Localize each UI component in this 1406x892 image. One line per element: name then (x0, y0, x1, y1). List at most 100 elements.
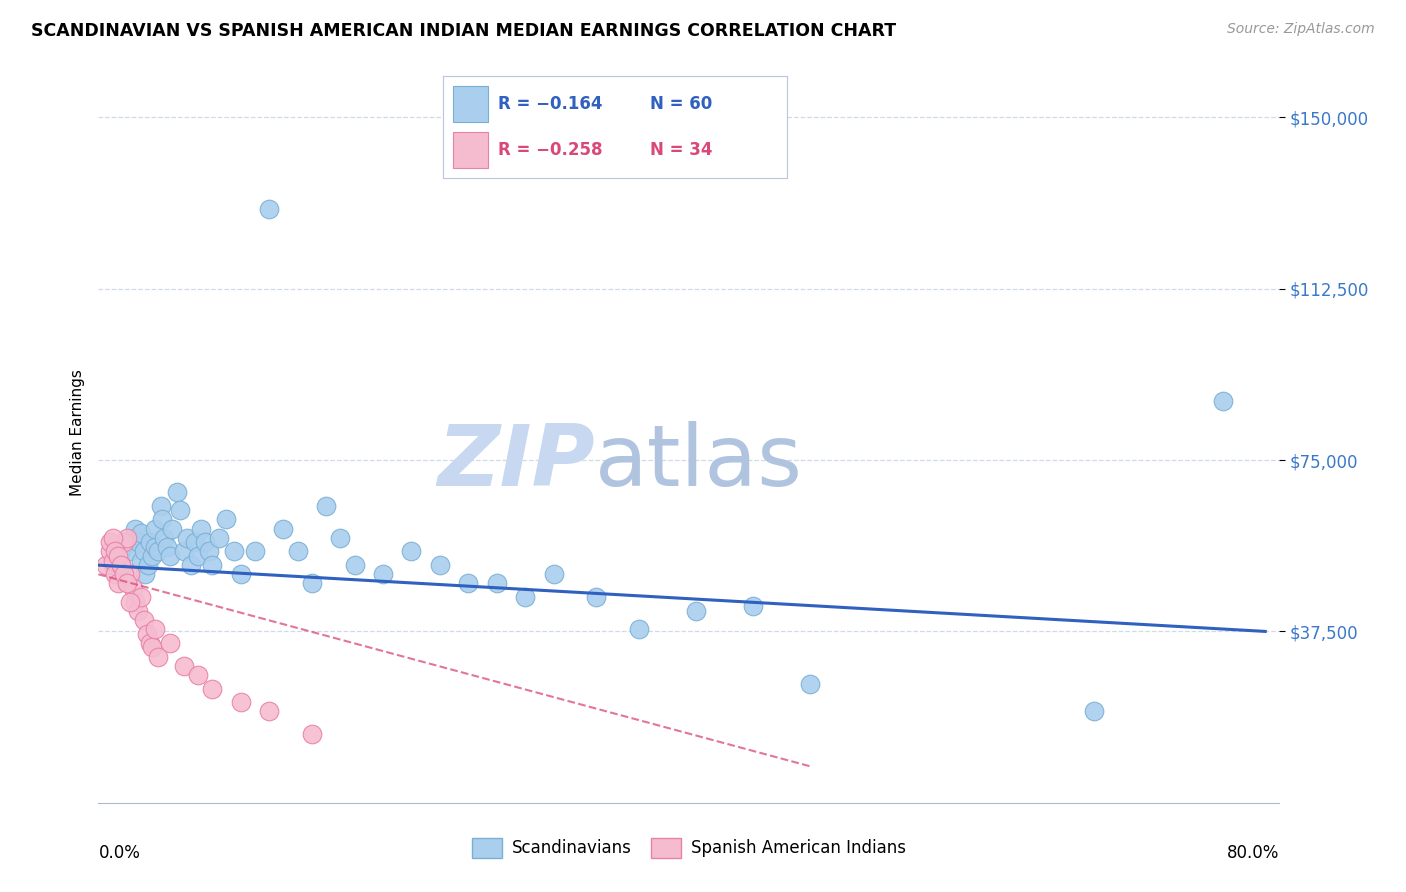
Point (129, 553, 152, 567)
Point (198, 544, 221, 558)
Point (187, 668, 209, 682)
Point (153, 531, 176, 545)
Point (118, 567, 141, 582)
Text: 80.0%: 80.0% (1227, 845, 1279, 863)
Point (138, 535, 160, 549)
Legend: Scandinavians, Spanish American Indians: Scandinavians, Spanish American Indians (465, 831, 912, 865)
Point (101, 553, 124, 567)
Point (104, 544, 127, 558)
Point (124, 595, 146, 609)
Point (132, 613, 155, 627)
Point (107, 549, 129, 563)
Y-axis label: Median Earnings: Median Earnings (69, 369, 84, 496)
Point (121, 531, 143, 545)
Point (152, 512, 174, 526)
Point (343, 558, 366, 573)
Point (98, 535, 121, 549)
Point (1083, 705, 1105, 719)
Point (273, 522, 295, 536)
Point (194, 535, 217, 549)
Point (371, 567, 394, 582)
Point (129, 590, 152, 604)
Bar (453, 87, 488, 122)
Point (121, 581, 143, 595)
Text: 0.0%: 0.0% (98, 845, 141, 863)
Point (176, 531, 198, 545)
Point (201, 681, 224, 696)
Point (187, 549, 209, 563)
Text: Source: ZipAtlas.com: Source: ZipAtlas.com (1227, 22, 1375, 37)
Point (485, 576, 508, 591)
Point (742, 599, 765, 614)
Point (136, 558, 159, 573)
Point (132, 544, 155, 558)
Point (107, 576, 129, 591)
Point (401, 544, 423, 558)
Text: ZIP: ZIP (437, 421, 595, 504)
Point (101, 531, 124, 545)
Point (129, 526, 152, 541)
Point (127, 604, 149, 618)
Point (143, 540, 166, 554)
Point (429, 558, 451, 573)
Point (169, 503, 191, 517)
Point (143, 622, 166, 636)
Point (134, 567, 156, 582)
Point (110, 558, 132, 573)
Point (628, 622, 651, 636)
Point (329, 531, 352, 545)
Point (173, 658, 195, 673)
Point (148, 544, 170, 558)
Point (150, 499, 173, 513)
Point (301, 576, 323, 591)
Point (148, 649, 170, 664)
Point (257, 202, 280, 216)
Point (141, 549, 163, 563)
Point (115, 535, 138, 549)
Point (585, 590, 607, 604)
Point (229, 567, 252, 582)
Point (110, 558, 132, 573)
Point (124, 522, 146, 536)
Point (156, 540, 179, 554)
Point (1212, 393, 1234, 408)
Point (94, 558, 117, 573)
Point (98, 544, 121, 558)
Text: SCANDINAVIAN VS SPANISH AMERICAN INDIAN MEDIAN EARNINGS CORRELATION CHART: SCANDINAVIAN VS SPANISH AMERICAN INDIAN … (31, 22, 896, 40)
Point (301, 727, 323, 741)
Point (101, 558, 124, 573)
Point (138, 636, 160, 650)
Point (118, 595, 141, 609)
Point (143, 522, 166, 536)
Point (222, 544, 245, 558)
Point (166, 485, 188, 500)
Point (159, 636, 181, 650)
Point (229, 695, 252, 709)
Point (159, 549, 181, 563)
Point (112, 567, 135, 582)
Point (115, 531, 138, 545)
Point (799, 677, 821, 691)
Text: R = −0.258: R = −0.258 (498, 141, 603, 159)
Text: N = 34: N = 34 (650, 141, 711, 159)
Point (208, 531, 231, 545)
Point (190, 522, 212, 536)
Point (104, 567, 127, 582)
Point (162, 522, 184, 536)
Point (108, 549, 131, 563)
Point (115, 576, 138, 591)
Point (141, 640, 163, 655)
Point (127, 535, 149, 549)
Point (112, 535, 135, 549)
Text: R = −0.164: R = −0.164 (498, 95, 603, 113)
Point (543, 567, 565, 582)
Point (685, 604, 707, 618)
Point (135, 626, 157, 640)
Point (112, 540, 135, 554)
Point (180, 558, 202, 573)
Point (315, 499, 337, 513)
Point (287, 544, 309, 558)
Point (118, 544, 141, 558)
Point (243, 544, 266, 558)
Text: N = 60: N = 60 (650, 95, 711, 113)
